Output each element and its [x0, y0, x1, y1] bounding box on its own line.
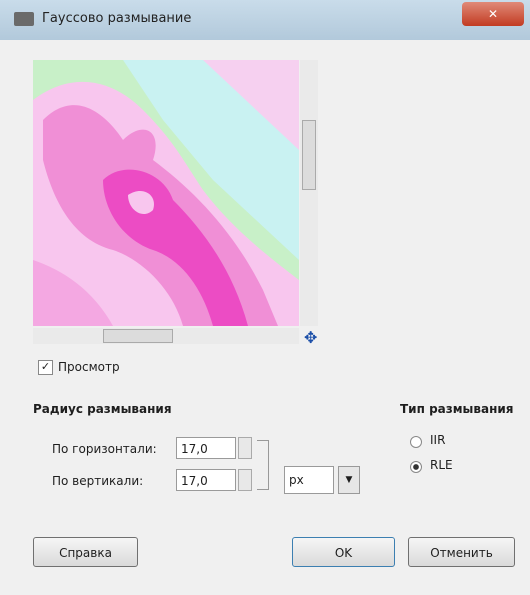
horizontal-input[interactable]: 17,0 — [176, 437, 236, 459]
preview-image — [33, 60, 299, 326]
vertical-input[interactable]: 17,0 — [176, 469, 236, 491]
vertical-scrollbar[interactable] — [300, 60, 318, 326]
radio-iir[interactable] — [410, 436, 422, 448]
dialog-title: Гауссово размывание — [42, 11, 192, 26]
close-button[interactable]: ✕ — [462, 2, 524, 26]
vertical-label: По вертикали: — [52, 474, 144, 488]
unit-select[interactable]: px — [284, 466, 334, 494]
radio-label: IIR — [430, 433, 446, 447]
title-bar: Гауссово размывание ✕ — [0, 0, 530, 40]
spin-button[interactable] — [238, 469, 252, 491]
preview-label: Просмотр — [58, 360, 120, 374]
horizontal-scrollbar[interactable] — [33, 328, 299, 344]
scroll-thumb[interactable] — [103, 329, 173, 343]
scroll-thumb[interactable] — [302, 120, 316, 190]
radius-heading: Радиус размывания — [33, 402, 172, 416]
radio-label: RLE — [430, 458, 453, 472]
navigate-icon[interactable]: ✥ — [304, 328, 318, 347]
ok-button[interactable]: OK — [292, 537, 395, 567]
blur-type-heading: Тип размывания — [400, 402, 514, 416]
chain-link[interactable] — [257, 440, 269, 490]
unit-dropdown[interactable]: ▼ — [338, 466, 360, 494]
horizontal-label: По горизонтали: — [52, 442, 157, 456]
preview-checkbox[interactable]: ✓ — [38, 360, 53, 375]
app-icon — [14, 12, 34, 26]
spin-button[interactable] — [238, 437, 252, 459]
cancel-button[interactable]: Отменить — [408, 537, 515, 567]
help-button[interactable]: Справка — [33, 537, 138, 567]
radio-rle[interactable] — [410, 461, 422, 473]
